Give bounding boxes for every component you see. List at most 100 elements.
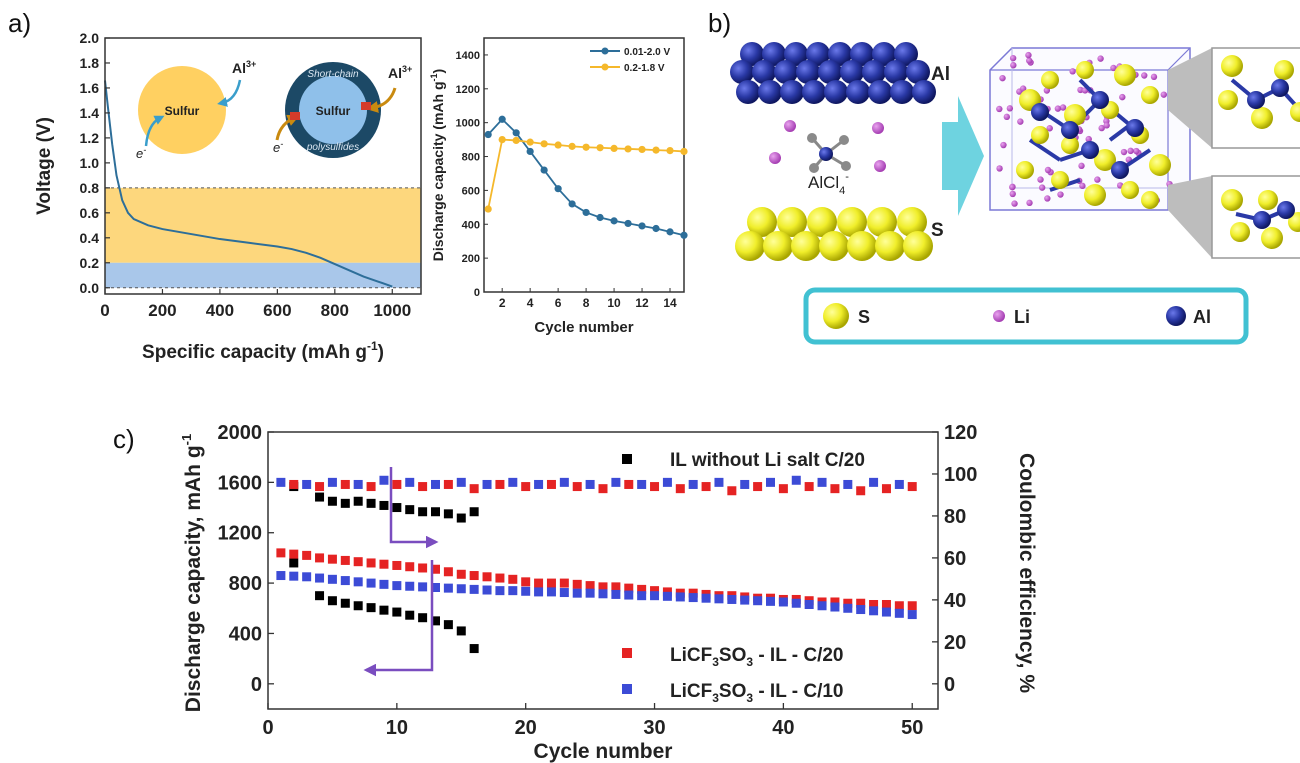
data-point — [405, 562, 415, 572]
data-point — [456, 569, 466, 579]
data-point — [526, 147, 534, 156]
data-point — [585, 479, 595, 489]
x-tick-label: 30 — [643, 717, 665, 739]
data-point — [688, 593, 698, 603]
data-point — [650, 586, 660, 596]
data-point — [405, 477, 415, 487]
sulfur-core-label: Sulfur — [316, 104, 351, 118]
lithium-atom — [1078, 162, 1085, 170]
simulation-box — [989, 47, 1191, 211]
data-point — [830, 484, 840, 494]
lithium-atom — [1150, 73, 1158, 81]
data-point — [680, 231, 688, 239]
data-point — [714, 477, 724, 487]
data-point — [804, 482, 814, 492]
lithium-atom — [1009, 54, 1017, 62]
lithium-atom — [1120, 148, 1128, 156]
aluminum-atom — [784, 42, 808, 66]
data-point — [418, 507, 428, 517]
voltage-profile-chart: 0 200 400 600 800 1000 0.0 0.2 0.4 0.6 0.8 1.0 1.2 1… — [34, 30, 422, 363]
data-point — [907, 482, 917, 492]
data-point — [637, 584, 647, 594]
y-tick-label: 2.0 — [80, 30, 100, 46]
data-point — [392, 560, 402, 570]
data-point — [340, 479, 350, 489]
data-point — [572, 482, 582, 492]
aluminum-atom — [796, 60, 820, 84]
y-tick-label: 1000 — [456, 118, 480, 130]
data-point — [856, 486, 866, 496]
data-point — [456, 584, 466, 594]
data-point — [469, 507, 479, 517]
sulfur-atom — [1221, 55, 1243, 77]
x-tick-label: 40 — [772, 717, 794, 739]
data-point — [554, 185, 562, 193]
data-point — [680, 147, 688, 156]
data-point — [624, 145, 632, 153]
data-point — [379, 605, 389, 615]
data-point — [727, 594, 737, 604]
data-point — [585, 581, 595, 591]
x-tick-label: 10 — [386, 717, 408, 739]
data-point — [830, 597, 840, 607]
data-point — [526, 138, 534, 146]
data-point — [546, 578, 556, 588]
data-point — [418, 482, 428, 492]
legend-label: S — [858, 307, 870, 327]
data-point — [611, 477, 621, 487]
data-point — [512, 136, 520, 145]
data-point — [559, 588, 569, 598]
plot-frame — [483, 37, 685, 293]
data-point — [652, 224, 660, 233]
data-point — [469, 644, 479, 654]
legend-label: LiCF3SO3 - IL - C/20 — [670, 645, 844, 669]
right-axis-arrow-icon — [389, 467, 439, 549]
legend-marker — [622, 454, 632, 464]
data-point — [894, 479, 904, 489]
data-point — [778, 597, 788, 607]
aluminum-atom — [758, 80, 782, 104]
sulfur-atom — [791, 231, 821, 261]
panel-label-c: c) — [113, 424, 135, 454]
data-point — [289, 479, 299, 489]
data-point — [540, 166, 548, 174]
sulfur-atom — [1141, 191, 1159, 209]
data-point — [546, 479, 556, 489]
data-point — [340, 498, 350, 508]
sulfur-atom — [1261, 227, 1283, 249]
sulfur-atom — [897, 207, 927, 237]
lithium-atom — [1069, 68, 1076, 75]
legend-label: Al — [1193, 307, 1211, 327]
lithium-atom — [1044, 166, 1052, 174]
data-point — [353, 577, 363, 587]
data-point — [830, 602, 840, 612]
data-point — [766, 596, 775, 606]
red-marker-icon-2 — [290, 112, 300, 120]
aluminum-atom — [802, 80, 826, 104]
y-axis-label: Discharge capacity, mAh g-1 — [179, 434, 205, 712]
data-point — [662, 591, 672, 601]
x-tick-label: 800 — [321, 301, 349, 320]
data-point — [817, 601, 827, 611]
lithium-atom — [1037, 176, 1044, 183]
aluminum-atom — [1126, 119, 1144, 137]
zoom-connector — [1168, 48, 1212, 148]
sulfur-atom-icon — [823, 303, 849, 329]
x-tick-label: 20 — [515, 717, 537, 739]
data-point — [568, 200, 576, 208]
data-point — [302, 479, 312, 489]
data-point — [508, 586, 518, 596]
data-point — [379, 559, 389, 569]
data-point — [804, 599, 814, 609]
data-point — [540, 140, 548, 148]
data-point — [521, 586, 531, 596]
data-point — [598, 589, 608, 599]
data-point — [869, 599, 879, 609]
red-marker-icon — [361, 102, 371, 110]
data-point — [714, 594, 724, 604]
sulfur-atom — [807, 207, 837, 237]
x-tick-label: 0 — [100, 301, 109, 320]
lithium-atom — [1026, 199, 1033, 207]
sulfur-layer — [735, 207, 933, 261]
data-point — [894, 601, 904, 611]
